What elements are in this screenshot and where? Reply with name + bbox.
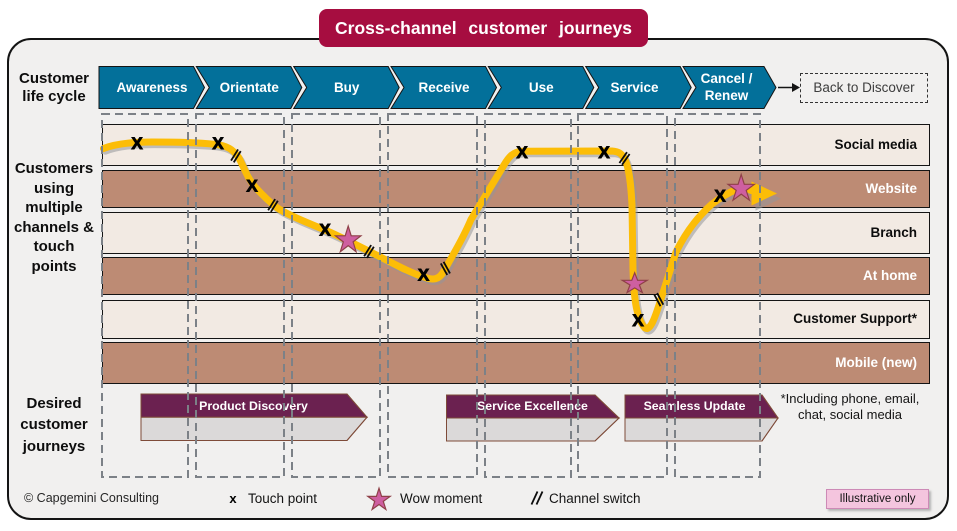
svg-text:X: X [212, 134, 224, 153]
svg-text:Product Discovery: Product Discovery [199, 399, 308, 413]
svg-text:X: X [246, 177, 258, 196]
svg-text:Awareness: Awareness [116, 80, 187, 95]
svg-text:Renew: Renew [705, 88, 749, 103]
svg-text:X: X [516, 143, 528, 162]
svg-text:Receive: Receive [418, 80, 470, 95]
svg-text:X: X [632, 311, 644, 330]
svg-text:X: X [131, 134, 143, 153]
svg-text:X: X [319, 221, 331, 240]
svg-text:Orientate: Orientate [220, 80, 280, 95]
svg-text:Service: Service [610, 80, 659, 95]
svg-text:X: X [418, 266, 430, 285]
svg-text:Service Excellence: Service Excellence [477, 399, 588, 413]
svg-text:Buy: Buy [334, 80, 360, 95]
svg-text:Cancel /: Cancel / [701, 71, 753, 86]
svg-text:X: X [598, 143, 610, 162]
svg-text:Use: Use [529, 80, 554, 95]
svg-text:X: X [714, 187, 726, 206]
svg-text:Seamless Update: Seamless Update [644, 399, 746, 413]
svg-text:x: x [229, 491, 237, 506]
